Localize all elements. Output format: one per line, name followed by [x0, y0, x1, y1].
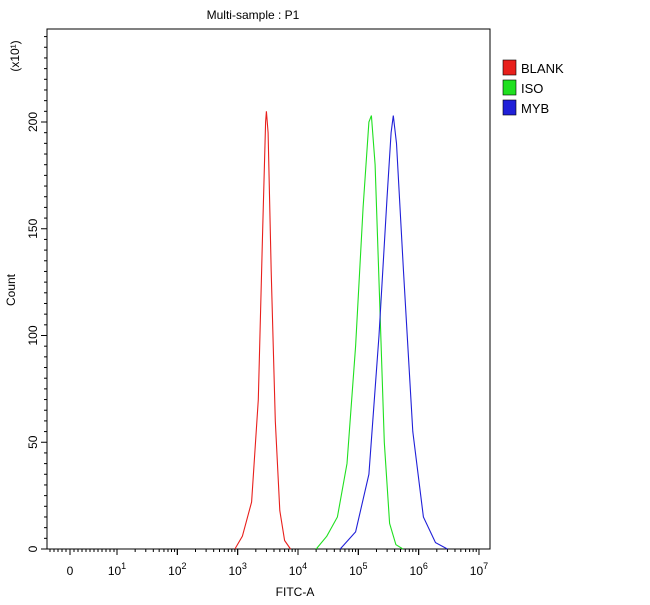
chart-title: Multi-sample : P1 [207, 8, 300, 22]
legend-label-myb: MYB [521, 101, 549, 116]
x-tick-label: 104 [289, 561, 307, 578]
x-tick-label: 106 [409, 561, 427, 578]
x-tick-label: 103 [228, 561, 246, 578]
series-line-iso [315, 115, 404, 550]
y-multiplier-label: (x10¹) [8, 40, 22, 71]
x-tick-label: 0 [67, 564, 74, 578]
x-tick-label: 101 [108, 561, 126, 578]
x-axis: 0 101 102 103 104 105 106 107 [49, 549, 488, 578]
series-group [234, 111, 448, 550]
y-tick-label: 50 [26, 435, 40, 449]
y-tick-label: 150 [26, 218, 40, 238]
legend-swatch-blank [502, 59, 517, 76]
y-axis-label: Count [4, 273, 18, 306]
x-tick-label: 102 [168, 561, 186, 578]
series-line-blank [234, 111, 291, 550]
y-tick-label: 0 [26, 545, 40, 552]
legend-swatch-iso [502, 79, 517, 96]
y-axis: 0 50 100 150 200 [26, 36, 47, 552]
x-axis-label: FITC-A [276, 585, 315, 599]
x-tick-label: 105 [349, 561, 367, 578]
plot-frame [46, 28, 491, 550]
y-tick-label: 200 [26, 112, 40, 132]
series-line-myb [339, 115, 448, 550]
y-tick-label: 100 [26, 325, 40, 345]
legend-swatch-myb [502, 99, 517, 116]
x-tick-label: 107 [470, 561, 488, 578]
legend-label-iso: ISO [521, 81, 543, 96]
legend: BLANK ISO MYB [502, 59, 564, 116]
legend-label-blank: BLANK [521, 61, 564, 76]
